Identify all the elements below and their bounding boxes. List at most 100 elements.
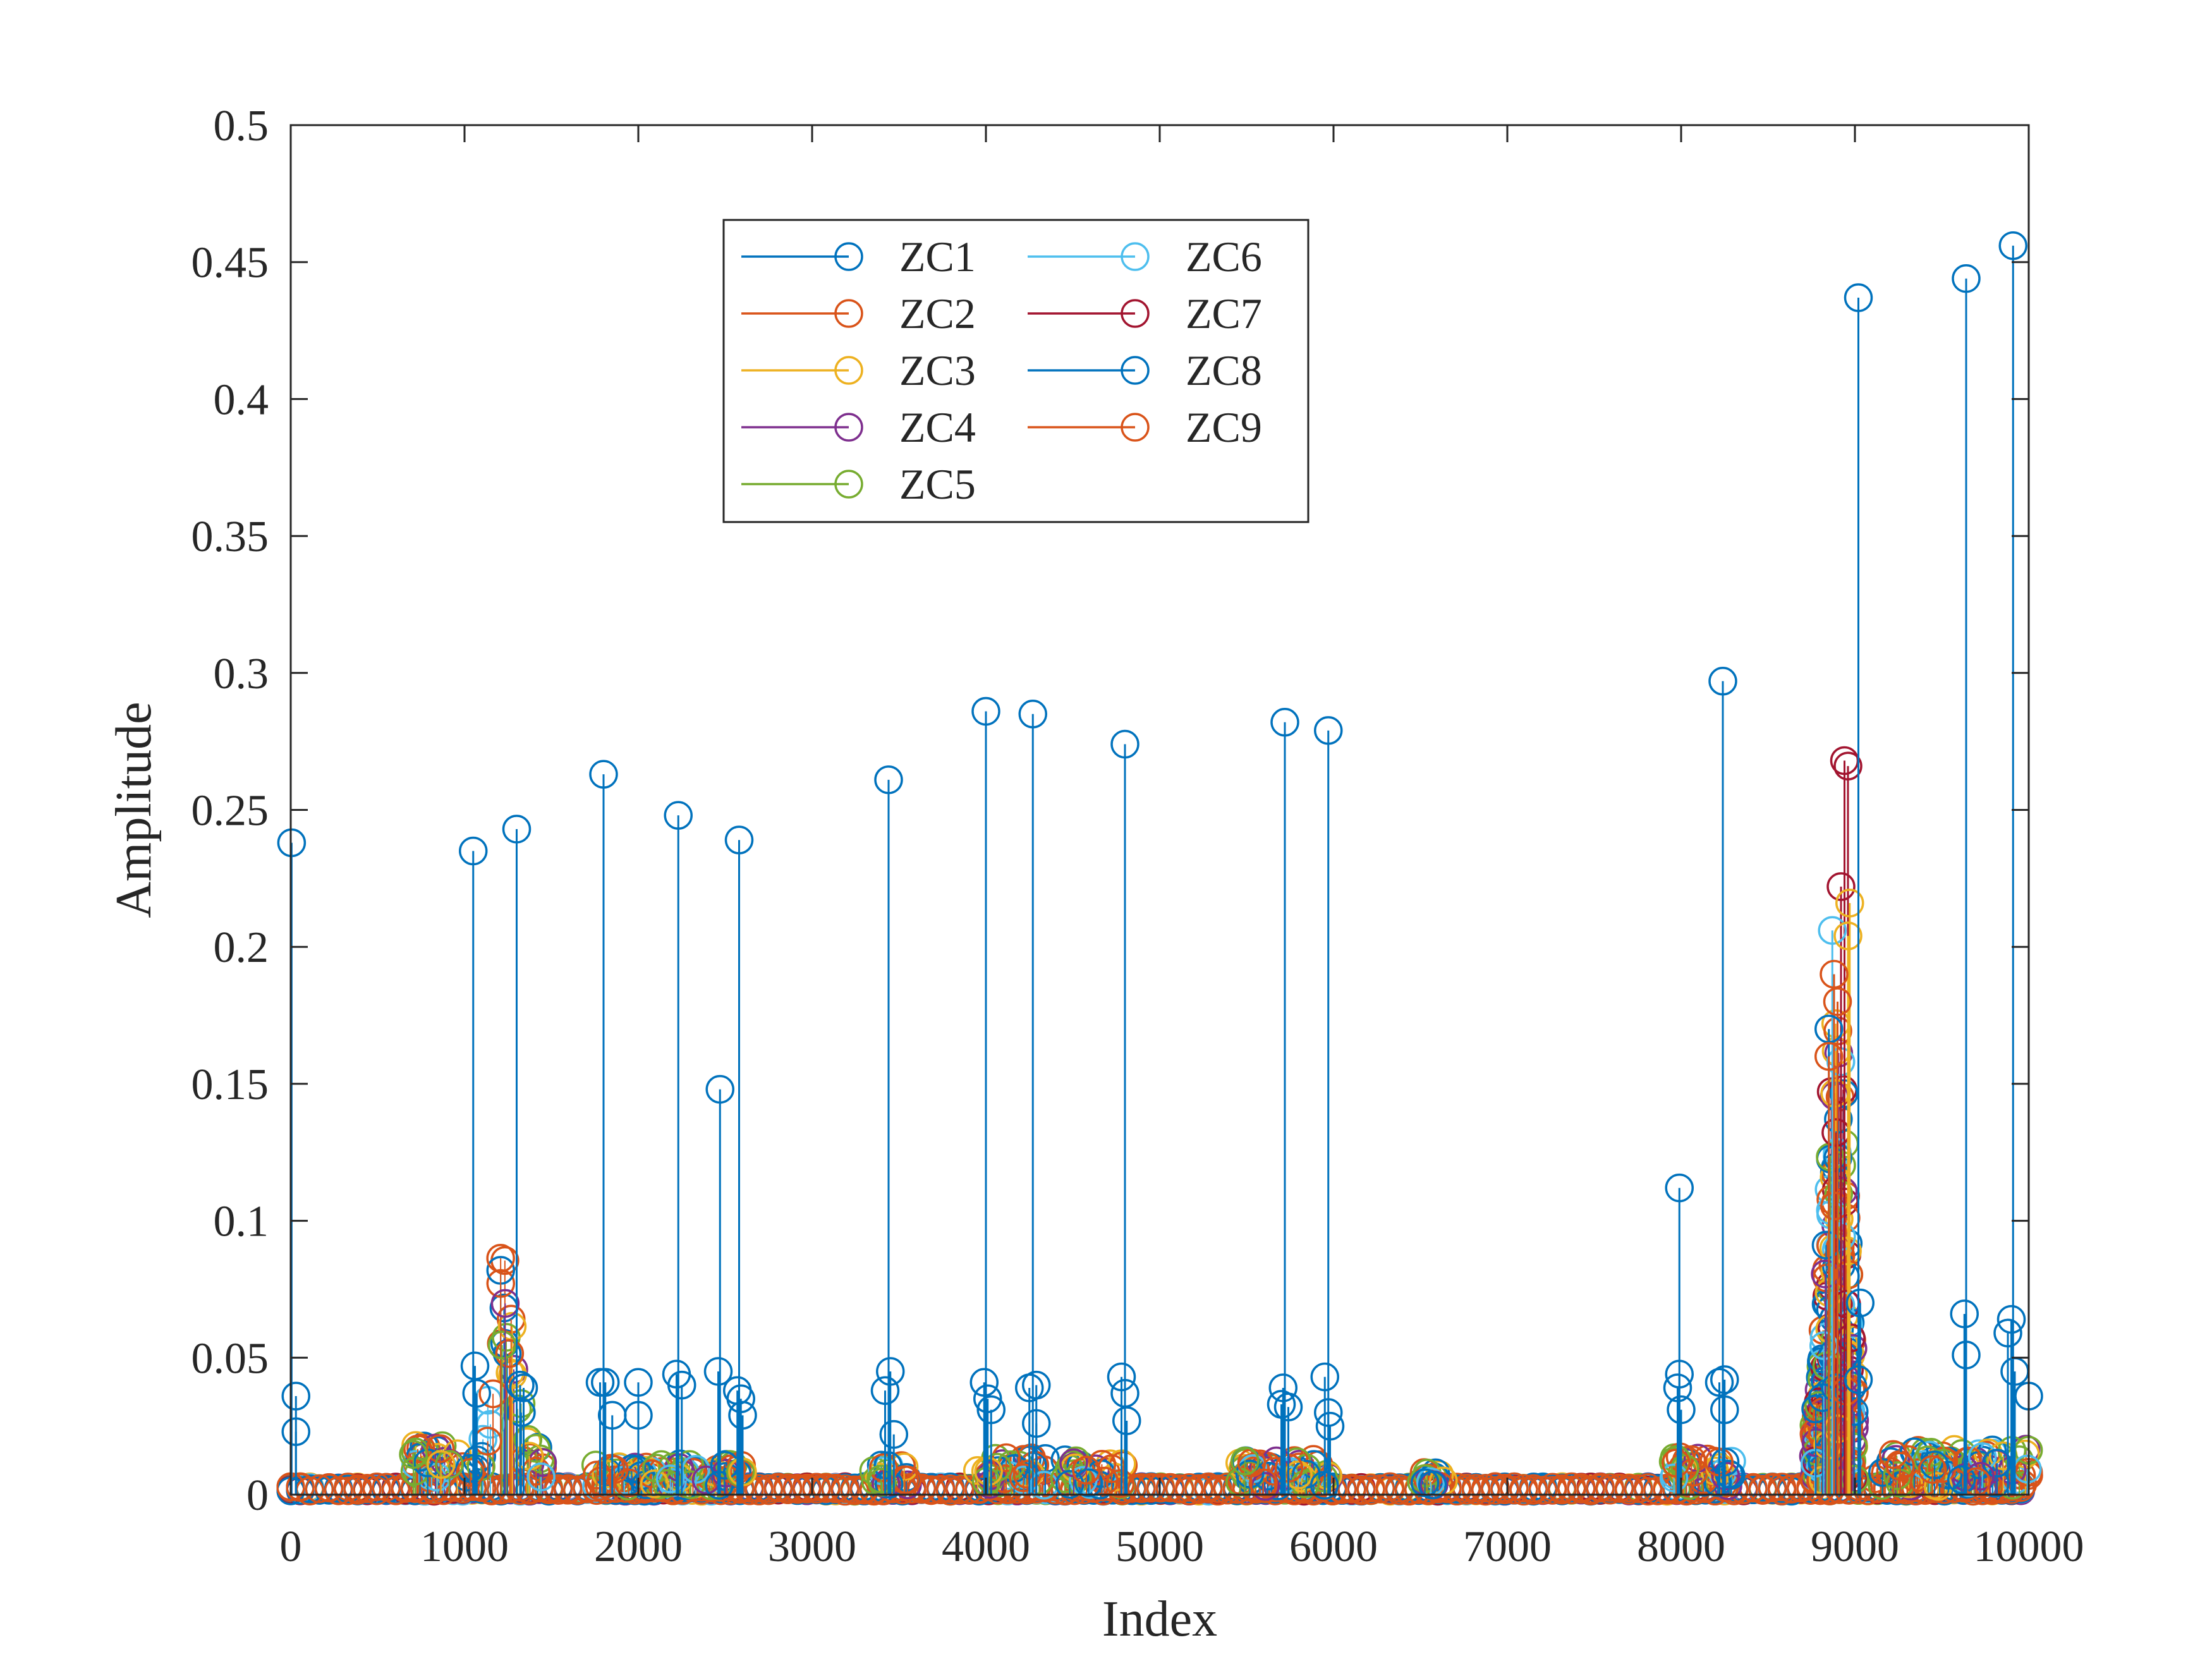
x-tick-label: 0 xyxy=(280,1522,302,1571)
band-marker xyxy=(478,1379,507,1409)
legend-marker xyxy=(1121,356,1150,385)
band-marker xyxy=(1072,1455,1101,1485)
peak-point-marker xyxy=(1952,264,1981,293)
baseline-marker xyxy=(554,1476,583,1505)
small-point-marker xyxy=(870,1376,900,1406)
baseline-marker xyxy=(1595,1476,1624,1505)
baseline-marker xyxy=(1127,1474,1156,1504)
baseline-marker xyxy=(1768,1476,1796,1505)
peak-point-marker xyxy=(1018,700,1047,729)
small-point-marker xyxy=(506,1370,535,1400)
band-marker xyxy=(399,1440,428,1469)
small-point-marker xyxy=(509,1373,538,1402)
y-tick-label: 0.25 xyxy=(191,787,269,836)
y-tick-label: 0.05 xyxy=(191,1334,269,1383)
baseline-marker xyxy=(1165,1475,1194,1504)
baseline-marker xyxy=(1366,1474,1395,1504)
band-marker xyxy=(425,1434,455,1463)
x-tick-label: 1000 xyxy=(420,1522,509,1571)
baseline-marker xyxy=(1615,1474,1643,1503)
small-point-marker xyxy=(1663,1373,1692,1402)
legend-label: ZC4 xyxy=(899,403,976,451)
band-marker xyxy=(890,1465,920,1495)
band-marker xyxy=(487,1330,517,1360)
band-marker xyxy=(435,1450,464,1479)
baseline-marker xyxy=(305,1474,334,1504)
baseline-marker xyxy=(821,1474,850,1504)
small-point-marker xyxy=(1845,1288,1875,1318)
small-point-marker xyxy=(976,1395,1006,1425)
band-marker xyxy=(1947,1465,1976,1495)
small-point-marker xyxy=(1112,1406,1141,1435)
legend-marker xyxy=(1121,413,1150,442)
peak-point-marker xyxy=(1110,729,1139,759)
small-point-marker xyxy=(1993,1318,2022,1348)
x-tick-label: 5000 xyxy=(1115,1522,1204,1571)
legend-label: ZC6 xyxy=(1186,233,1262,281)
baseline-marker xyxy=(793,1474,822,1504)
legend-marker xyxy=(834,413,863,442)
small-point-marker xyxy=(281,1382,310,1411)
band-marker xyxy=(1074,1468,1103,1497)
peak-point-marker xyxy=(1665,1173,1694,1203)
legend-marker xyxy=(834,356,863,385)
y-tick-label: 0.4 xyxy=(214,375,269,424)
x-tick-label: 2000 xyxy=(594,1522,683,1571)
small-point-marker xyxy=(876,1357,905,1386)
baseline-marker xyxy=(1462,1474,1490,1503)
y-tick-label: 0.3 xyxy=(214,650,269,698)
baseline-marker xyxy=(1500,1476,1529,1505)
y-axis-label: Amplitude xyxy=(106,702,162,918)
baseline-marker xyxy=(1557,1475,1586,1504)
legend-label: ZC2 xyxy=(899,289,976,337)
small-point-marker xyxy=(1710,1395,1739,1425)
band-marker xyxy=(1231,1446,1260,1476)
cluster-marker xyxy=(1811,1260,1840,1289)
band-marker xyxy=(1055,1469,1085,1499)
baseline-marker xyxy=(1528,1476,1557,1505)
band-marker xyxy=(495,1339,525,1368)
band-marker xyxy=(456,1458,485,1487)
cluster-peak-marker xyxy=(1818,916,1847,945)
baseline-marker xyxy=(1156,1473,1184,1502)
cluster-marker xyxy=(1838,1334,1868,1363)
small-point-marker xyxy=(1107,1362,1136,1392)
y-tick-label: 0.5 xyxy=(214,102,269,150)
small-point-marker xyxy=(1667,1395,1696,1425)
small-point-marker xyxy=(1022,1409,1051,1438)
baseline-marker xyxy=(1175,1473,1204,1502)
baseline-marker xyxy=(353,1474,382,1504)
x-tick-label: 6000 xyxy=(1289,1522,1378,1571)
baseline-marker xyxy=(927,1474,955,1504)
peak-point-marker xyxy=(724,825,754,854)
cluster-marker xyxy=(1811,1231,1841,1260)
band-marker xyxy=(1886,1452,1915,1481)
band-marker xyxy=(992,1443,1021,1473)
band-marker xyxy=(1924,1472,1953,1501)
band-marker xyxy=(1917,1455,1947,1484)
cluster-peak-marker xyxy=(1833,751,1863,781)
legend-marker xyxy=(834,470,863,499)
x-tick-label: 8000 xyxy=(1637,1522,1725,1571)
cluster-peak-marker xyxy=(1820,959,1849,989)
baseline-marker xyxy=(1490,1473,1519,1502)
band-marker xyxy=(1418,1470,1447,1500)
baseline-marker xyxy=(1605,1473,1634,1502)
peak-point-marker xyxy=(664,801,693,830)
small-point-marker xyxy=(728,1401,757,1430)
tick-layer: 0 1000 2000 3000 4000 5000 6000 7000 8000 9000 100… xyxy=(191,102,2084,1571)
band-marker xyxy=(1292,1459,1321,1489)
baseline-marker xyxy=(1356,1474,1385,1503)
legend-label: ZC8 xyxy=(1186,346,1262,394)
peak-point-marker xyxy=(1314,716,1343,745)
peak-point-marker xyxy=(1998,231,2027,260)
baseline-marker xyxy=(1146,1474,1175,1503)
y-tick-label: 0 xyxy=(246,1471,269,1520)
baseline-marker xyxy=(1624,1474,1653,1503)
legend-label: ZC7 xyxy=(1186,289,1262,337)
small-point-marker xyxy=(969,1368,999,1397)
band-marker xyxy=(1662,1449,1691,1478)
cluster-marker xyxy=(1824,1179,1854,1208)
small-point-marker xyxy=(1310,1362,1339,1392)
baseline-marker xyxy=(334,1473,363,1502)
